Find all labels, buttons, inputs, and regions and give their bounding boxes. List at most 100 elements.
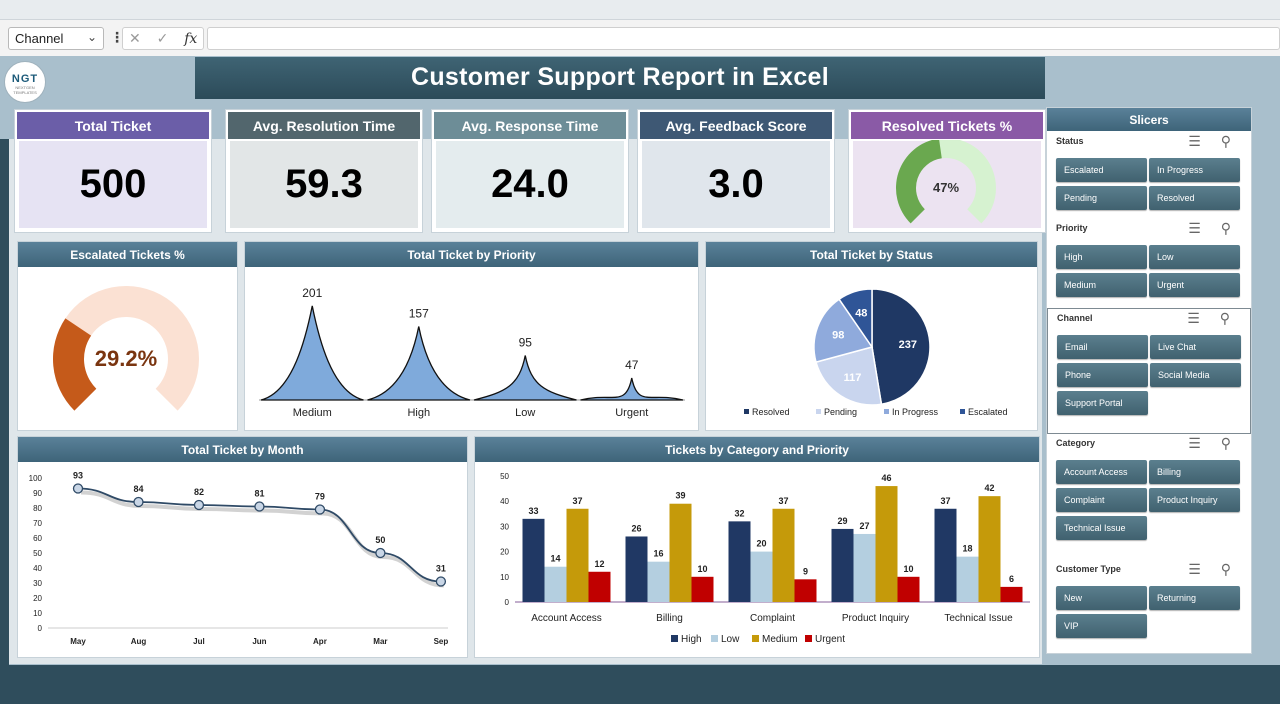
slicer-item[interactable]: Technical Issue: [1056, 516, 1147, 540]
legend-swatch: [884, 409, 889, 414]
data-label: 37: [940, 496, 950, 506]
data-label: 93: [73, 471, 83, 481]
kpi-label: Avg. Resolution Time: [228, 112, 420, 139]
slicer-title: Priority: [1056, 223, 1088, 233]
slicer-item[interactable]: Billing: [1149, 460, 1240, 484]
y-tick-label: 90: [33, 489, 42, 498]
bar: [566, 508, 589, 602]
legend-label: High: [681, 634, 702, 645]
data-label: 157: [409, 306, 429, 320]
slicer-item[interactable]: In Progress: [1149, 158, 1240, 182]
month-chart: 0 10 20 30 40 50 60 70 80 90 100 93 May 84 Aug 82 Jul 81 J…: [29, 471, 449, 647]
slicer-item[interactable]: Email: [1057, 335, 1148, 359]
bar: [897, 576, 920, 602]
x-tick-label: May: [70, 637, 86, 646]
slicer-item[interactable]: High: [1056, 245, 1147, 269]
data-label: 82: [194, 487, 204, 497]
formula-buttons[interactable]: ✕ ✓ fx: [122, 27, 204, 50]
y-tick-label: 0: [505, 598, 510, 607]
data-label: 84: [133, 484, 143, 494]
data-label: 81: [254, 489, 264, 499]
pie-slice: [813, 298, 874, 364]
kpi-resolved-tickets-percent: Resolved Tickets % 47%: [849, 110, 1045, 232]
multi-select-clear-filter-icons[interactable]: ☰ ⚲: [1188, 561, 1239, 577]
insert-function-icon[interactable]: fx: [184, 31, 198, 47]
bar: [772, 508, 795, 602]
slicer-item[interactable]: Urgent: [1149, 273, 1240, 297]
card-title: Escalated Tickets %: [18, 242, 237, 267]
data-label: 37: [778, 496, 788, 506]
status-chart: 237 117 98 48 Resolved Pending In Progress Esca…: [744, 288, 1008, 417]
category-label: Urgent: [615, 407, 648, 419]
slicer-item[interactable]: Complaint: [1056, 488, 1147, 512]
month-chart-card: Total Ticket by Month 0 10 20 30 40 50 60 70 80 9…: [17, 436, 468, 658]
x-tick-label: Sep: [434, 637, 449, 646]
bar: [625, 536, 648, 602]
slicer-item[interactable]: VIP: [1056, 614, 1147, 638]
data-label: 37: [572, 496, 582, 506]
slicer-item[interactable]: Pending: [1056, 186, 1147, 210]
slicer-item[interactable]: Resolved: [1149, 186, 1240, 210]
y-tick-label: 30: [500, 522, 509, 531]
slicer-item[interactable]: Escalated: [1056, 158, 1147, 182]
bar: [831, 528, 854, 602]
bar: [522, 518, 545, 602]
data-label: 18: [962, 544, 972, 554]
multi-select-clear-filter-icons[interactable]: ☰ ⚲: [1188, 220, 1239, 236]
escalated-card: Escalated Tickets % 29.2%: [17, 241, 238, 431]
card-title: Tickets by Category and Priority: [475, 437, 1039, 462]
bar: [956, 556, 979, 602]
kpi-label: Resolved Tickets %: [851, 112, 1043, 139]
slice-label: 48: [855, 308, 867, 320]
data-label: 32: [734, 508, 744, 518]
category-label: Medium: [293, 407, 332, 419]
slicer-item[interactable]: Returning: [1149, 586, 1240, 610]
multi-select-clear-filter-icons[interactable]: ☰ ⚲: [1187, 310, 1238, 326]
chevron-down-icon[interactable]: ⌄: [86, 30, 97, 44]
slicer-item[interactable]: New: [1056, 586, 1147, 610]
priority-shape: [260, 305, 364, 401]
card-title: Total Ticket by Priority: [245, 242, 698, 267]
slicer-channel: Channel ☰ ⚲ Email Live Chat Phone Social Medi…: [1047, 308, 1251, 434]
kpi-total-ticket: Total Ticket 500: [15, 110, 211, 232]
name-box[interactable]: Channel ⌄: [8, 27, 104, 50]
kpi-value: 59.3: [230, 141, 418, 228]
slicer-item[interactable]: Medium: [1056, 273, 1147, 297]
slicer-item[interactable]: Account Access: [1056, 460, 1147, 484]
legend-label: Medium: [762, 634, 798, 645]
more-options-icon[interactable]: ⋮: [110, 29, 124, 45]
data-label: 47: [625, 358, 639, 372]
kpi-value: 500: [19, 141, 207, 228]
slicer-item[interactable]: Product Inquiry: [1149, 488, 1240, 512]
formula-input[interactable]: [207, 27, 1280, 50]
status-chart-card: Total Ticket by Status 237 117 98 48 Resolve…: [705, 241, 1038, 431]
slicer-item[interactable]: Live Chat: [1150, 335, 1241, 359]
gauge-label: 29.2%: [95, 346, 157, 371]
category-label: Billing: [656, 613, 683, 624]
slicer-title: Category: [1056, 438, 1096, 448]
kpi-value: 24.0: [436, 141, 624, 228]
multi-select-clear-filter-icons[interactable]: ☰ ⚲: [1188, 133, 1239, 149]
bar: [853, 533, 876, 602]
data-label: 27: [859, 521, 869, 531]
slice-label: 98: [832, 330, 844, 342]
slicer-item[interactable]: Phone: [1057, 363, 1148, 387]
cancel-confirm-icons[interactable]: ✕ ✓: [129, 30, 175, 46]
slicer-item[interactable]: Low: [1149, 245, 1240, 269]
kpi-avg-response-time: Avg. Response Time 24.0: [432, 110, 628, 232]
bar: [728, 521, 751, 602]
line-point: [72, 483, 84, 494]
y-tick-label: 50: [33, 549, 42, 558]
slicer-item[interactable]: Social Media: [1150, 363, 1241, 387]
slicer-item[interactable]: Support Portal: [1057, 391, 1148, 415]
multi-select-clear-filter-icons[interactable]: ☰ ⚲: [1188, 435, 1239, 451]
pie-slice: [838, 288, 873, 350]
legend-label: Escalated: [968, 407, 1008, 417]
category-label: Technical Issue: [944, 613, 1013, 624]
data-label: 29: [837, 516, 847, 526]
data-label: 16: [653, 549, 663, 559]
priority-shape: [473, 355, 577, 401]
slicer-title: Status: [1056, 136, 1084, 146]
data-label: 95: [519, 336, 533, 350]
category-chart-card: Tickets by Category and Priority 0 10 20 30…: [474, 436, 1040, 658]
